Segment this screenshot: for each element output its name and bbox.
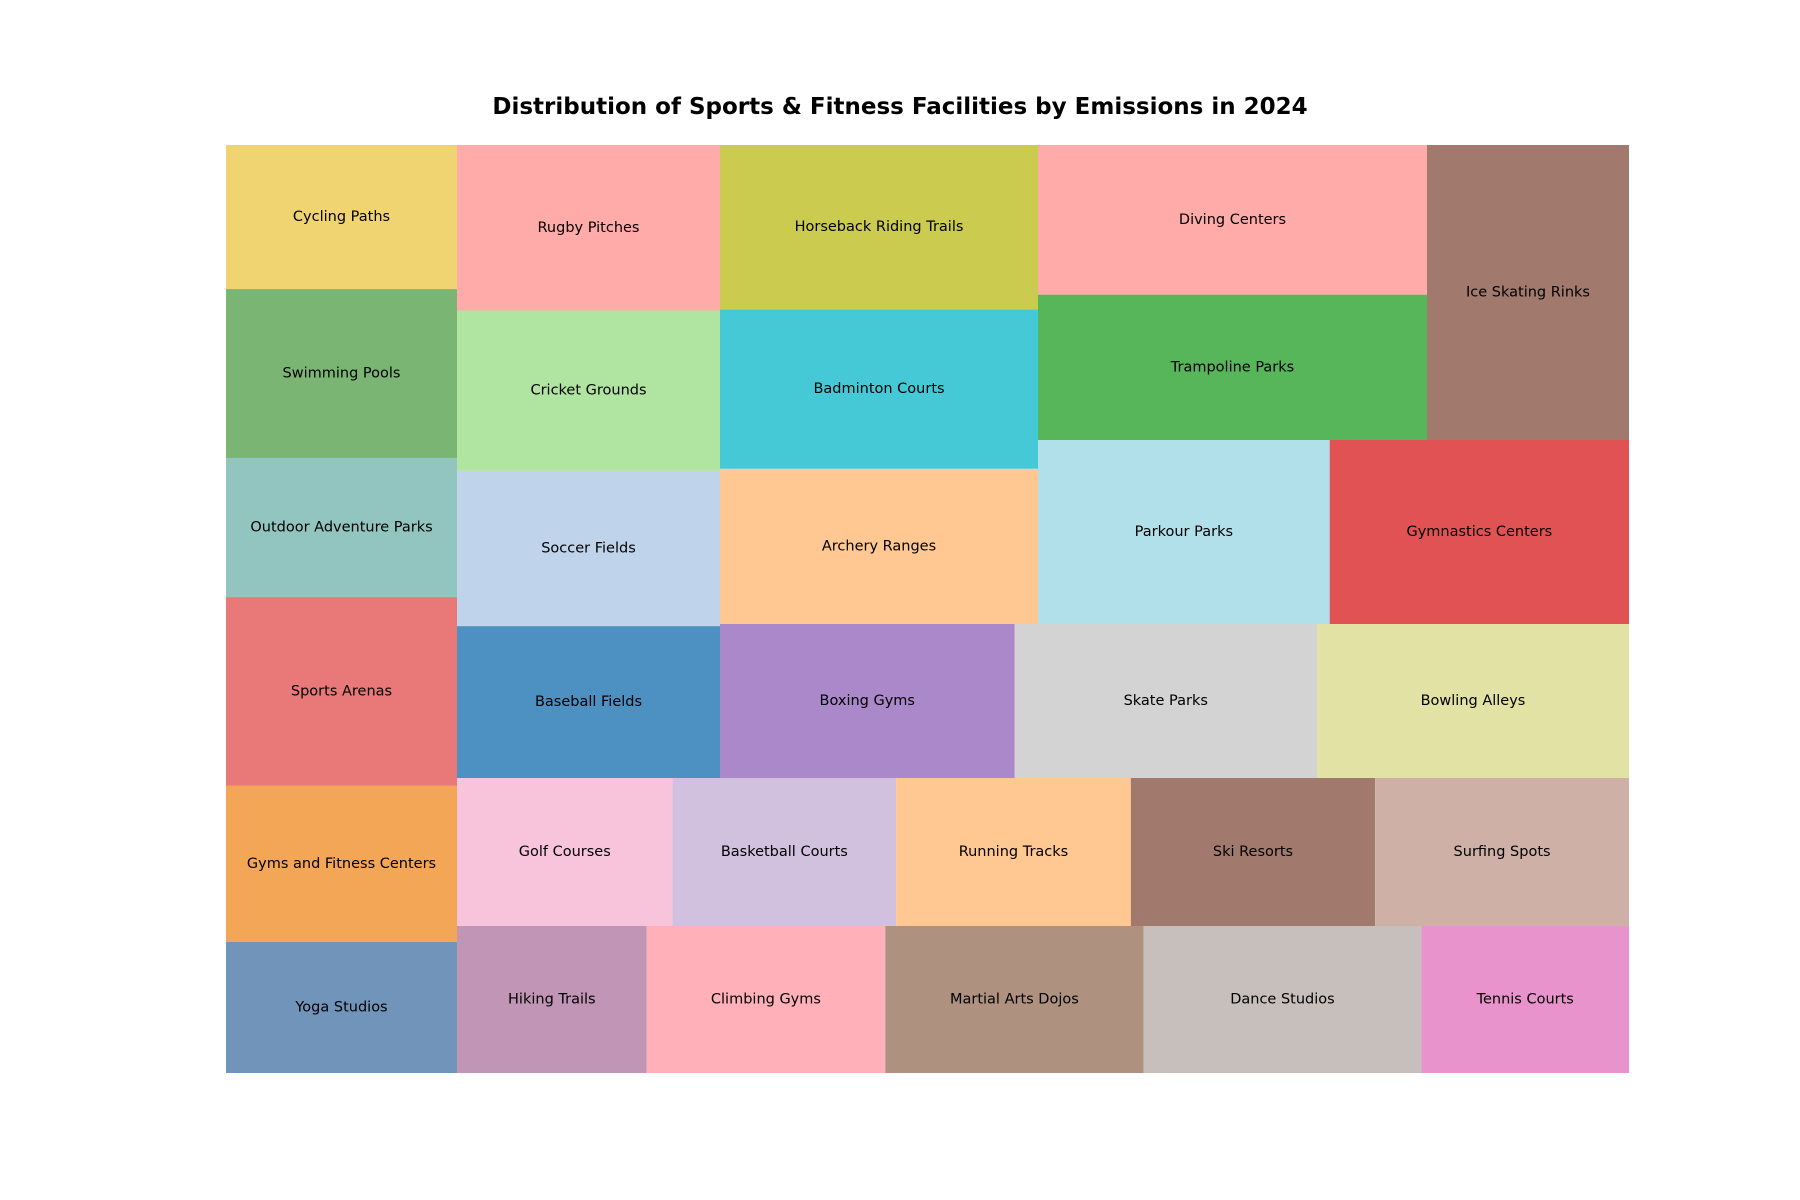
treemap-cell-badminton-courts: Badminton Courts: [720, 309, 1038, 469]
treemap-label-rugby-pitches: Rugby Pitches: [538, 220, 640, 236]
treemap-rect-diving-centers: [1038, 145, 1427, 295]
treemap-label-baseball-fields: Baseball Fields: [535, 694, 642, 710]
treemap-cell-diving-centers: Diving Centers: [1038, 145, 1427, 295]
treemap-rect-soccer-fields: [457, 470, 720, 627]
treemap-cell-rugby-pitches: Rugby Pitches: [457, 145, 720, 311]
treemap-cell-cricket-grounds: Cricket Grounds: [457, 310, 720, 471]
treemap-rect-horseback-riding-trails: [720, 145, 1038, 310]
treemap-label-parkour-parks: Parkour Parks: [1135, 524, 1233, 540]
treemap-rect-ski-resorts: [1130, 778, 1376, 926]
treemap-cell-tennis-courts: Tennis Courts: [1421, 926, 1629, 1073]
treemap-cell-dance-studios: Dance Studios: [1143, 926, 1422, 1073]
treemap-label-soccer-fields: Soccer Fields: [541, 541, 636, 557]
treemap-label-cricket-grounds: Cricket Grounds: [530, 383, 646, 399]
treemap-label-sports-arenas: Sports Arenas: [291, 683, 392, 699]
treemap-rect-outdoor-adventure-parks: [226, 457, 457, 598]
treemap-label-surfing-spots: Surfing Spots: [1454, 844, 1551, 860]
treemap-label-outdoor-adventure-parks: Outdoor Adventure Parks: [250, 520, 432, 536]
treemap-rect-swimming-pools: [226, 289, 457, 458]
treemap-label-diving-centers: Diving Centers: [1179, 212, 1286, 228]
treemap-rect-cycling-paths: [226, 145, 457, 290]
treemap-label-archery-ranges: Archery Ranges: [822, 538, 936, 554]
treemap-label-basketball-courts: Basketball Courts: [721, 844, 848, 860]
treemap-cell-surfing-spots: Surfing Spots: [1375, 778, 1629, 926]
treemap-cell-horseback-riding-trails: Horseback Riding Trails: [720, 145, 1038, 310]
treemap-cell-running-tracks: Running Tracks: [896, 778, 1131, 926]
treemap-label-running-tracks: Running Tracks: [959, 844, 1069, 860]
treemap-label-ski-resorts: Ski Resorts: [1213, 844, 1293, 860]
treemap-rect-archery-ranges: [720, 468, 1038, 624]
treemap-label-swimming-pools: Swimming Pools: [283, 366, 401, 382]
treemap-label-yoga-studios: Yoga Studios: [294, 999, 387, 1015]
treemap-cell-soccer-fields: Soccer Fields: [457, 470, 720, 627]
treemap-label-martial-arts-dojos: Martial Arts Dojos: [950, 992, 1079, 1008]
treemap-cell-sports-arenas: Sports Arenas: [226, 597, 457, 786]
treemap-cell-ski-resorts: Ski Resorts: [1130, 778, 1376, 926]
treemap-cell-boxing-gyms: Boxing Gyms: [720, 624, 1015, 778]
treemap-cell-climbing-gyms: Climbing Gyms: [646, 926, 886, 1073]
treemap-cell-hiking-trails: Hiking Trails: [457, 926, 647, 1073]
treemap-label-boxing-gyms: Boxing Gyms: [820, 693, 915, 709]
treemap-rect-rugby-pitches: [457, 145, 720, 311]
treemap-rect-sports-arenas: [226, 597, 457, 786]
treemap-rect-parkour-parks: [1038, 440, 1330, 624]
treemap-rect-ice-skating-rinks: [1427, 145, 1629, 440]
treemap-rect-baseball-fields: [457, 626, 720, 778]
treemap-label-horseback-riding-trails: Horseback Riding Trails: [795, 219, 964, 235]
treemap-cell-skate-parks: Skate Parks: [1014, 624, 1317, 778]
treemap-cell-martial-arts-dojos: Martial Arts Dojos: [885, 926, 1144, 1073]
treemap-cell-basketball-courts: Basketball Courts: [672, 778, 897, 926]
treemap-cell-cycling-paths: Cycling Paths: [226, 145, 457, 290]
treemap-cell-outdoor-adventure-parks: Outdoor Adventure Parks: [226, 457, 457, 598]
treemap-label-gymnastics-centers: Gymnastics Centers: [1406, 524, 1552, 540]
treemap-rect-badminton-courts: [720, 309, 1038, 469]
treemap-rect-boxing-gyms: [720, 624, 1015, 778]
treemap-cell-golf-courses: Golf Courses: [457, 778, 673, 926]
treemap-cell-yoga-studios: Yoga Studios: [226, 941, 457, 1073]
treemap-label-cycling-paths: Cycling Paths: [293, 209, 390, 225]
treemap-rect-gyms-and-fitness-centers: [226, 785, 457, 942]
chart-title: Distribution of Sports & Fitness Facilit…: [492, 94, 1308, 120]
treemap-rect-surfing-spots: [1375, 778, 1629, 926]
treemap-rect-skate-parks: [1014, 624, 1317, 778]
treemap-rect-martial-arts-dojos: [885, 926, 1144, 1073]
treemap-cell-bowling-alleys: Bowling Alleys: [1316, 624, 1629, 778]
treemap-cell-baseball-fields: Baseball Fields: [457, 626, 720, 778]
treemap-cell-parkour-parks: Parkour Parks: [1038, 440, 1330, 624]
treemap-label-dance-studios: Dance Studios: [1230, 992, 1334, 1008]
treemap-rect-running-tracks: [896, 778, 1131, 926]
treemap-rect-climbing-gyms: [646, 926, 886, 1073]
treemap-label-climbing-gyms: Climbing Gyms: [711, 992, 821, 1008]
treemap-label-bowling-alleys: Bowling Alleys: [1421, 693, 1526, 709]
treemap-cell-ice-skating-rinks: Ice Skating Rinks: [1427, 145, 1629, 440]
treemap-label-skate-parks: Skate Parks: [1124, 693, 1208, 709]
treemap-cell-gyms-and-fitness-centers: Gyms and Fitness Centers: [226, 785, 457, 942]
treemap-label-trampoline-parks: Trampoline Parks: [1170, 359, 1294, 375]
treemap-label-hiking-trails: Hiking Trails: [508, 992, 596, 1008]
treemap-label-tennis-courts: Tennis Courts: [1476, 992, 1574, 1008]
treemap-rect-trampoline-parks: [1038, 294, 1427, 440]
treemap-label-badminton-courts: Badminton Courts: [813, 381, 944, 397]
treemap-rect-cricket-grounds: [457, 310, 720, 471]
treemap-cell-gymnastics-centers: Gymnastics Centers: [1329, 440, 1629, 624]
treemap-rect-basketball-courts: [672, 778, 897, 926]
treemap-cell-swimming-pools: Swimming Pools: [226, 289, 457, 458]
treemap-rect-hiking-trails: [457, 926, 647, 1073]
treemap-rect-dance-studios: [1143, 926, 1422, 1073]
treemap-rect-yoga-studios: [226, 941, 457, 1073]
treemap-cell-trampoline-parks: Trampoline Parks: [1038, 294, 1427, 440]
treemap-label-golf-courses: Golf Courses: [519, 844, 611, 860]
treemap-rect-tennis-courts: [1421, 926, 1629, 1073]
treemap-rect-bowling-alleys: [1316, 624, 1629, 778]
treemap-label-ice-skating-rinks: Ice Skating Rinks: [1466, 285, 1590, 301]
treemap-cell-archery-ranges: Archery Ranges: [720, 468, 1038, 624]
treemap-rect-gymnastics-centers: [1329, 440, 1629, 624]
treemap-rect-golf-courses: [457, 778, 673, 926]
treemap-label-gyms-and-fitness-centers: Gyms and Fitness Centers: [247, 856, 436, 872]
